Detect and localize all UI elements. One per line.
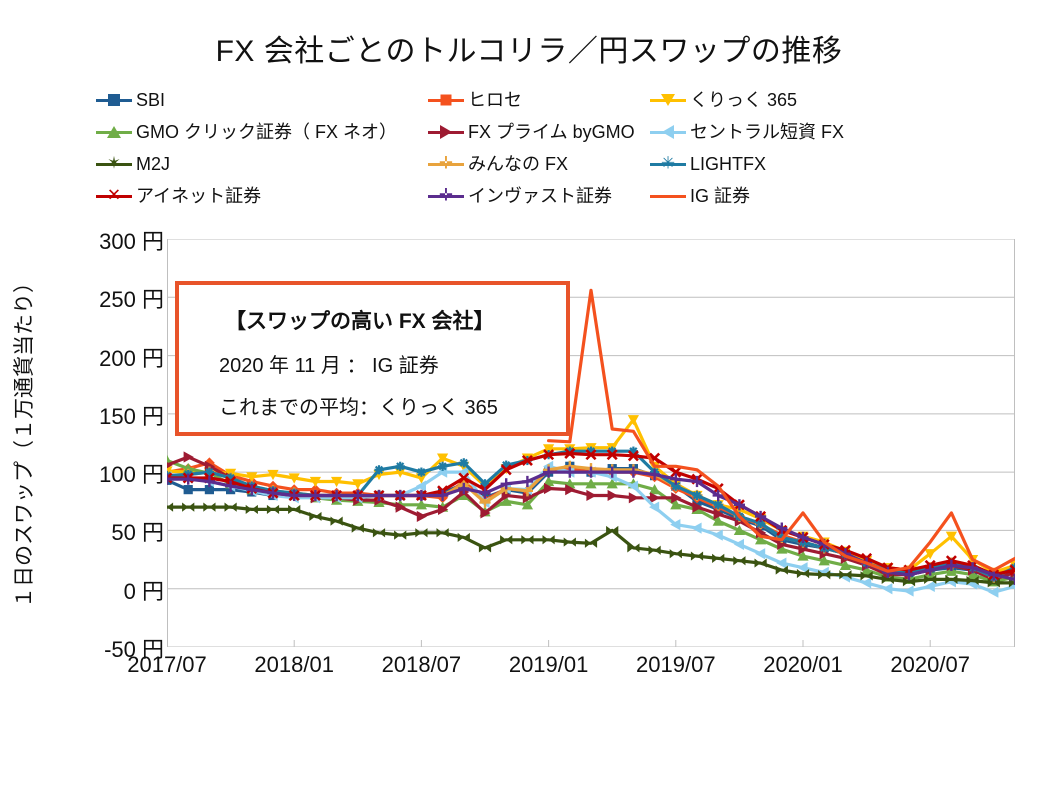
legend-marker-icon bbox=[96, 124, 132, 140]
y-axis-tick: 0 円 bbox=[123, 578, 164, 604]
legend-marker-icon: ✛ bbox=[428, 187, 464, 204]
legend-label: アイネット証券 bbox=[136, 186, 262, 206]
legend-item-10[interactable]: ✛ インヴァスト証券 bbox=[428, 180, 650, 212]
legend-item-5[interactable]: セントラル短資 FX bbox=[650, 116, 950, 148]
legend-item-8[interactable]: ✳ LIGHTFX bbox=[650, 148, 950, 180]
x-axis-tick: 2019/07 bbox=[636, 652, 716, 677]
series-11 bbox=[547, 288, 1015, 573]
legend-marker-icon bbox=[428, 124, 464, 140]
legend-label: IG 証券 bbox=[690, 186, 751, 206]
legend-label: LIGHTFX bbox=[690, 154, 767, 174]
legend-item-6[interactable]: ✶ M2J bbox=[96, 148, 428, 180]
legend-label: セントラル短資 FX bbox=[690, 122, 845, 142]
legend-marker-icon: ✶ bbox=[96, 155, 132, 172]
legend-item-7[interactable]: ✛ みんなの FX bbox=[428, 148, 650, 180]
legend-label: GMO クリック証券（ FX ネオ） bbox=[136, 122, 397, 142]
legend-marker-icon bbox=[96, 92, 132, 108]
legend-item-3[interactable]: GMO クリック証券（ FX ネオ） bbox=[96, 116, 428, 148]
legend-item-9[interactable]: ✕ アイネット証券 bbox=[96, 180, 428, 212]
legend-marker-icon: ✕ bbox=[96, 187, 132, 204]
x-axis-tick: 2017/07 bbox=[127, 652, 207, 677]
legend-marker-icon bbox=[650, 124, 686, 140]
callout-heading: 【スワップの高い FX 会社】 bbox=[225, 310, 495, 333]
legend-label: くりっく 365 bbox=[690, 90, 798, 110]
legend-marker-icon bbox=[650, 92, 686, 108]
y-axis-title: １日のスワップ（１万通貨当たり） bbox=[13, 272, 36, 608]
legend-label: SBI bbox=[136, 90, 166, 110]
y-axis-tick: 150 円 bbox=[99, 403, 164, 429]
chart-legend: SBI ヒロセ くりっく 365 GMO クリック証券（ FX ネオ） FX プライム … bbox=[96, 84, 966, 212]
x-axis-tick: 2018/01 bbox=[254, 652, 334, 677]
y-axis-tick: -50 円 bbox=[104, 637, 164, 662]
chart-title: FX 会社ごとのトルコリラ／円スワップの推移 bbox=[215, 35, 843, 68]
x-axis-tick: 2019/01 bbox=[508, 652, 589, 677]
y-axis-tick: 100 円 bbox=[99, 462, 164, 488]
x-axis-tick: 2020/01 bbox=[763, 652, 843, 677]
legend-label: FX プライム byGMO bbox=[468, 122, 635, 142]
y-axis-tick-labels: 300 円 250 円 200 円 150 円 100 円 50 円 0 円 -50 円 bbox=[52, 0, 164, 794]
legend-marker-icon bbox=[428, 92, 464, 108]
plot-area bbox=[167, 239, 1015, 647]
legend-item-1[interactable]: ヒロセ bbox=[428, 84, 650, 116]
legend-label: インヴァスト証券 bbox=[468, 186, 612, 206]
legend-label: M2J bbox=[136, 154, 171, 174]
x-axis-tick: 2020/07 bbox=[890, 652, 970, 677]
legend-marker-icon: ✳ bbox=[650, 155, 686, 172]
y-axis-tick: 200 円 bbox=[99, 345, 164, 371]
y-axis-tick: 50 円 bbox=[111, 520, 164, 546]
legend-item-4[interactable]: FX プライム byGMO bbox=[428, 116, 650, 148]
annotation-callout: 【スワップの高い FX 会社】 2020 年 11 月 ： IG 証券 これまで… bbox=[175, 281, 570, 436]
legend-label: みんなの FX bbox=[468, 154, 569, 174]
legend-item-2[interactable]: くりっく 365 bbox=[650, 84, 950, 116]
legend-item-11[interactable]: IG 証券 bbox=[650, 180, 950, 212]
legend-marker-icon: ✛ bbox=[428, 155, 464, 172]
callout-line-2: 2020 年 11 月 ： IG 証券 bbox=[219, 355, 439, 377]
series-6 bbox=[167, 502, 1015, 588]
x-axis-tick: 2018/07 bbox=[381, 652, 462, 677]
legend-marker-icon bbox=[650, 188, 686, 204]
callout-line-3: これまでの平均：くりっく 365 bbox=[219, 397, 498, 419]
plot-svg bbox=[167, 239, 1015, 647]
legend-label: ヒロセ bbox=[468, 90, 522, 110]
legend-item-0[interactable]: SBI bbox=[96, 84, 428, 116]
y-axis-tick: 300 円 bbox=[99, 229, 164, 254]
y-axis-tick: 250 円 bbox=[99, 287, 164, 313]
